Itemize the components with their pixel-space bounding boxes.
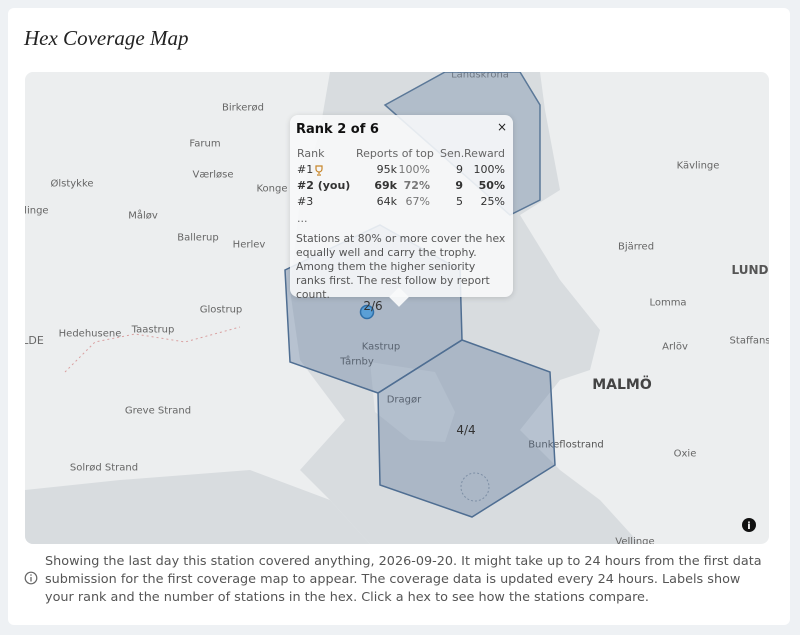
table-cell: 100% xyxy=(398,163,430,176)
table-cell: Sen. xyxy=(440,147,465,160)
info-icon xyxy=(24,571,38,585)
place-label: Bjärred xyxy=(618,242,654,253)
table-cell: 25% xyxy=(480,195,505,208)
trophy-icon xyxy=(315,165,323,176)
place-label: LUND xyxy=(732,263,769,277)
place-label: Ølstykke xyxy=(50,178,93,190)
tooltip-title: Rank 2 of 6 xyxy=(296,122,379,137)
place-label: Kastrup xyxy=(362,342,400,353)
place-label: Solrød Strand xyxy=(70,463,138,474)
table-cell: 5 xyxy=(456,195,463,208)
place-label: Oxie xyxy=(674,449,697,460)
tooltip-description: Stations at 80% or more cover the hex eq… xyxy=(296,232,506,301)
hex-label[interactable]: 2/6 xyxy=(363,299,382,313)
place-label: Landskrona xyxy=(451,72,509,81)
table-cell: #2 (you) xyxy=(297,179,351,192)
table-cell: Reports of top xyxy=(356,147,434,160)
place-label: Taastrup xyxy=(131,325,175,336)
table-cell: 64k xyxy=(376,195,397,208)
place-label: Arlöv xyxy=(662,342,688,353)
place-label: Konge xyxy=(256,184,287,195)
place-label: Dragør xyxy=(387,395,422,406)
table-cell: 72% xyxy=(403,179,430,192)
table-cell: 69k xyxy=(374,179,397,192)
place-label: Kävlinge xyxy=(677,161,720,172)
place-label: Vellinge xyxy=(615,537,654,545)
table-cell: 9 xyxy=(456,163,463,176)
title: Hex Coverage Map xyxy=(24,26,189,50)
place-label: Bunkeflostrand xyxy=(528,440,604,451)
table-cell: Reward xyxy=(464,147,505,160)
place-label: Birkerød xyxy=(222,103,264,114)
place-label: llinge xyxy=(25,206,49,217)
table-cell: Rank xyxy=(297,147,325,160)
tooltip: Rank 2 of 6 × Rank Reports of top Sen. Rewa… xyxy=(290,115,513,307)
place-label: Greve Strand xyxy=(125,406,191,417)
table-cell: #1 xyxy=(297,163,314,176)
table-cell: 9 xyxy=(455,179,463,192)
table-cell: 95k xyxy=(376,163,397,176)
place-label: Staffanst xyxy=(730,336,769,347)
more: ... xyxy=(297,212,308,225)
place-label: LDE xyxy=(25,334,44,347)
place-label: Ballerup xyxy=(177,233,219,244)
table-cell: 100% xyxy=(473,163,505,176)
close-button[interactable]: × xyxy=(496,120,507,134)
place-label: Lomma xyxy=(649,298,686,309)
place-label: Herlev xyxy=(233,240,266,251)
table-cell: #3 xyxy=(297,195,314,208)
place-label: Måløv xyxy=(128,209,158,222)
table-cell: 50% xyxy=(478,179,505,192)
place-label: Hedehusene xyxy=(59,329,122,340)
place-label: Glostrup xyxy=(200,305,243,316)
place-label: Farum xyxy=(189,139,220,150)
place-label: Værløse xyxy=(192,170,233,181)
table-cell: 67% xyxy=(405,195,430,208)
footer-text: Showing the last day this station covere… xyxy=(45,554,762,605)
place-label: Tårnby xyxy=(339,355,374,368)
info-button[interactable]: i xyxy=(747,521,750,532)
place-label: MALMÖ xyxy=(592,375,652,393)
hex-label[interactable]: 4/4 xyxy=(456,423,475,437)
